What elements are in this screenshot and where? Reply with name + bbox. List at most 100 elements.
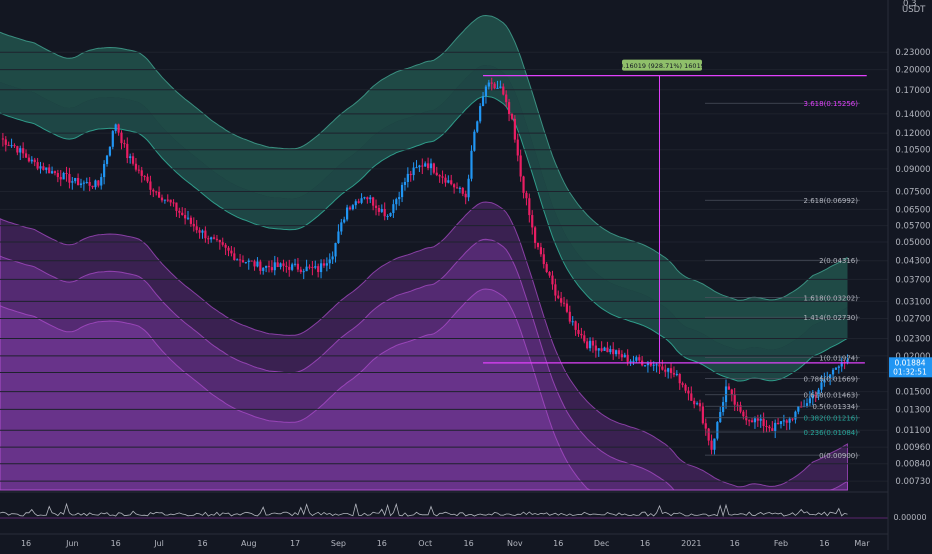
candle-body <box>175 202 178 211</box>
candle-body <box>820 382 823 390</box>
price-tick-label: 0.01100 <box>895 426 930 436</box>
candle-body <box>334 243 337 257</box>
candle-body <box>565 303 569 312</box>
candle-body <box>50 171 54 174</box>
candle-body <box>233 253 236 260</box>
envelope-bands <box>0 14 848 491</box>
candle-body <box>435 172 438 176</box>
price-tick-label: 0.05000 <box>895 238 930 248</box>
candle-body <box>713 438 716 450</box>
upper-band-outer <box>0 15 848 350</box>
price-tick-label: 0.01500 <box>895 388 930 398</box>
candle-body <box>831 369 835 375</box>
candle-body <box>62 172 65 180</box>
price-tick-label: 0.00730 <box>895 477 930 487</box>
candle-body <box>398 197 401 200</box>
measure-label: 0.16019 (928.71%) 16019 <box>619 62 705 70</box>
candle-body <box>395 199 398 205</box>
candle-body <box>186 217 190 219</box>
candle-body <box>366 197 369 200</box>
candle-body <box>105 155 109 165</box>
candle-body <box>554 284 557 296</box>
candle-body <box>149 181 152 190</box>
candle-body <box>510 114 514 119</box>
time-tick-label: 16 <box>730 539 740 548</box>
candle-body <box>672 373 676 375</box>
price-tick-label: 0.06500 <box>895 205 930 215</box>
candle-body <box>817 389 820 396</box>
time-tick-label: 17 <box>290 539 300 548</box>
time-axis[interactable]: 16 Jun 16 Jul 16 Aug 17 Sep 16 Oct 16 Nov 16 Dec 16 202… <box>0 533 888 548</box>
candle-body <box>629 360 632 362</box>
candle-body <box>421 165 424 167</box>
candle-body <box>597 348 600 351</box>
candle-body <box>230 250 233 254</box>
fib-level-label: 0(0.00900) <box>819 452 858 460</box>
candle-body <box>507 102 511 115</box>
candle-body <box>169 199 172 203</box>
candle-body <box>522 176 525 193</box>
candle-body <box>319 263 323 273</box>
candle-body <box>794 411 797 420</box>
candle-body <box>800 406 803 408</box>
candle-body <box>94 180 97 188</box>
candle-body <box>129 156 132 159</box>
current-price-badge[interactable] <box>889 357 932 378</box>
candle-body <box>123 143 126 145</box>
candle-body <box>311 267 314 269</box>
price-tick-label: 0.07500 <box>895 188 930 198</box>
time-tick-label: Mar <box>854 539 870 548</box>
fib-level-label: 0.786(0.01669) <box>804 375 859 383</box>
candle-body <box>357 201 360 203</box>
candle-body <box>16 146 19 153</box>
fib-extension-levels: 3.618(0.15256) 2.618(0.06992) 2(0.04316) 1.… <box>705 100 860 460</box>
candle-body <box>178 210 181 213</box>
price-tick-label: 0.00840 <box>895 460 930 470</box>
candle-body <box>207 238 210 240</box>
drawing-tools[interactable]: 0.16019 (928.71%) 16019 <box>483 59 867 364</box>
candle-body <box>372 197 375 206</box>
candle-body <box>293 263 297 265</box>
candle-body <box>377 207 381 212</box>
candle-body <box>484 86 488 97</box>
candle-body <box>791 418 794 420</box>
candle-body <box>317 266 320 273</box>
candle-body <box>620 354 623 358</box>
candle-body <box>722 402 725 412</box>
candle-body <box>467 178 470 198</box>
fib-level-label: 3.618(0.15256) <box>804 100 859 108</box>
fib-level-label: 0.382(0.01216) <box>804 415 859 423</box>
time-tick-label: 16 <box>553 539 563 548</box>
candle-body <box>85 182 88 184</box>
candle-body <box>24 153 28 158</box>
candle-body <box>201 230 204 233</box>
candle-body <box>476 121 479 132</box>
candle-body <box>195 226 198 231</box>
candle-body <box>22 148 25 154</box>
candle-body <box>716 422 719 439</box>
price-tick-label: 0.04300 <box>895 257 930 267</box>
candle-body <box>224 244 227 248</box>
candle-body <box>724 386 728 403</box>
candle-body <box>667 368 670 372</box>
candle-body <box>698 403 702 407</box>
candle-body <box>496 87 499 89</box>
candle-body <box>481 96 485 107</box>
candle-body <box>157 191 161 198</box>
price-tick-label: 0.03100 <box>895 297 930 307</box>
candle-body <box>172 202 175 204</box>
candle-body <box>340 222 343 232</box>
candle-body <box>426 163 430 169</box>
fib-level-label: 0.5(0.01334) <box>812 403 858 411</box>
time-tick-label: 16 <box>463 539 473 548</box>
candle-body <box>337 231 340 244</box>
candle-body <box>693 400 696 405</box>
candle-body <box>250 260 253 262</box>
candle-body <box>322 263 326 266</box>
candle-body <box>100 177 103 186</box>
price-axis[interactable]: 0.23000 0.20000 0.17000 0.14000 0.12000 0.105… <box>887 0 932 550</box>
candle-body <box>759 418 762 421</box>
candle-body <box>59 177 62 180</box>
